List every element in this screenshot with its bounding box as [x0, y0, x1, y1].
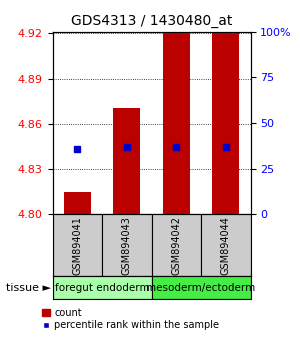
Bar	[64, 192, 91, 214]
Bar	[52, 276, 152, 299]
Bar	[152, 214, 201, 276]
Bar	[102, 214, 152, 276]
Bar	[201, 214, 250, 276]
Bar	[113, 108, 140, 214]
Bar	[163, 32, 190, 214]
Text: GSM894041: GSM894041	[72, 216, 82, 275]
Text: GSM894042: GSM894042	[171, 216, 181, 275]
Text: tissue ►: tissue ►	[6, 282, 51, 293]
Text: mesoderm/ectoderm: mesoderm/ectoderm	[146, 282, 256, 293]
Title: GDS4313 / 1430480_at: GDS4313 / 1430480_at	[71, 14, 232, 28]
Bar	[212, 32, 239, 214]
Bar	[52, 214, 102, 276]
Legend: count, percentile rank within the sample: count, percentile rank within the sample	[42, 308, 219, 330]
Bar	[152, 276, 250, 299]
Text: GSM894044: GSM894044	[221, 216, 231, 275]
Text: GSM894043: GSM894043	[122, 216, 132, 275]
Text: foregut endoderm: foregut endoderm	[55, 282, 149, 293]
